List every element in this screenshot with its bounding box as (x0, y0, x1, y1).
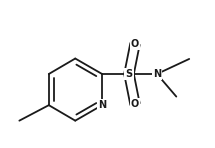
Text: O: O (131, 39, 139, 49)
Text: N: N (98, 100, 106, 110)
Text: N: N (153, 69, 161, 79)
Text: S: S (125, 69, 133, 79)
Text: O: O (131, 99, 139, 109)
